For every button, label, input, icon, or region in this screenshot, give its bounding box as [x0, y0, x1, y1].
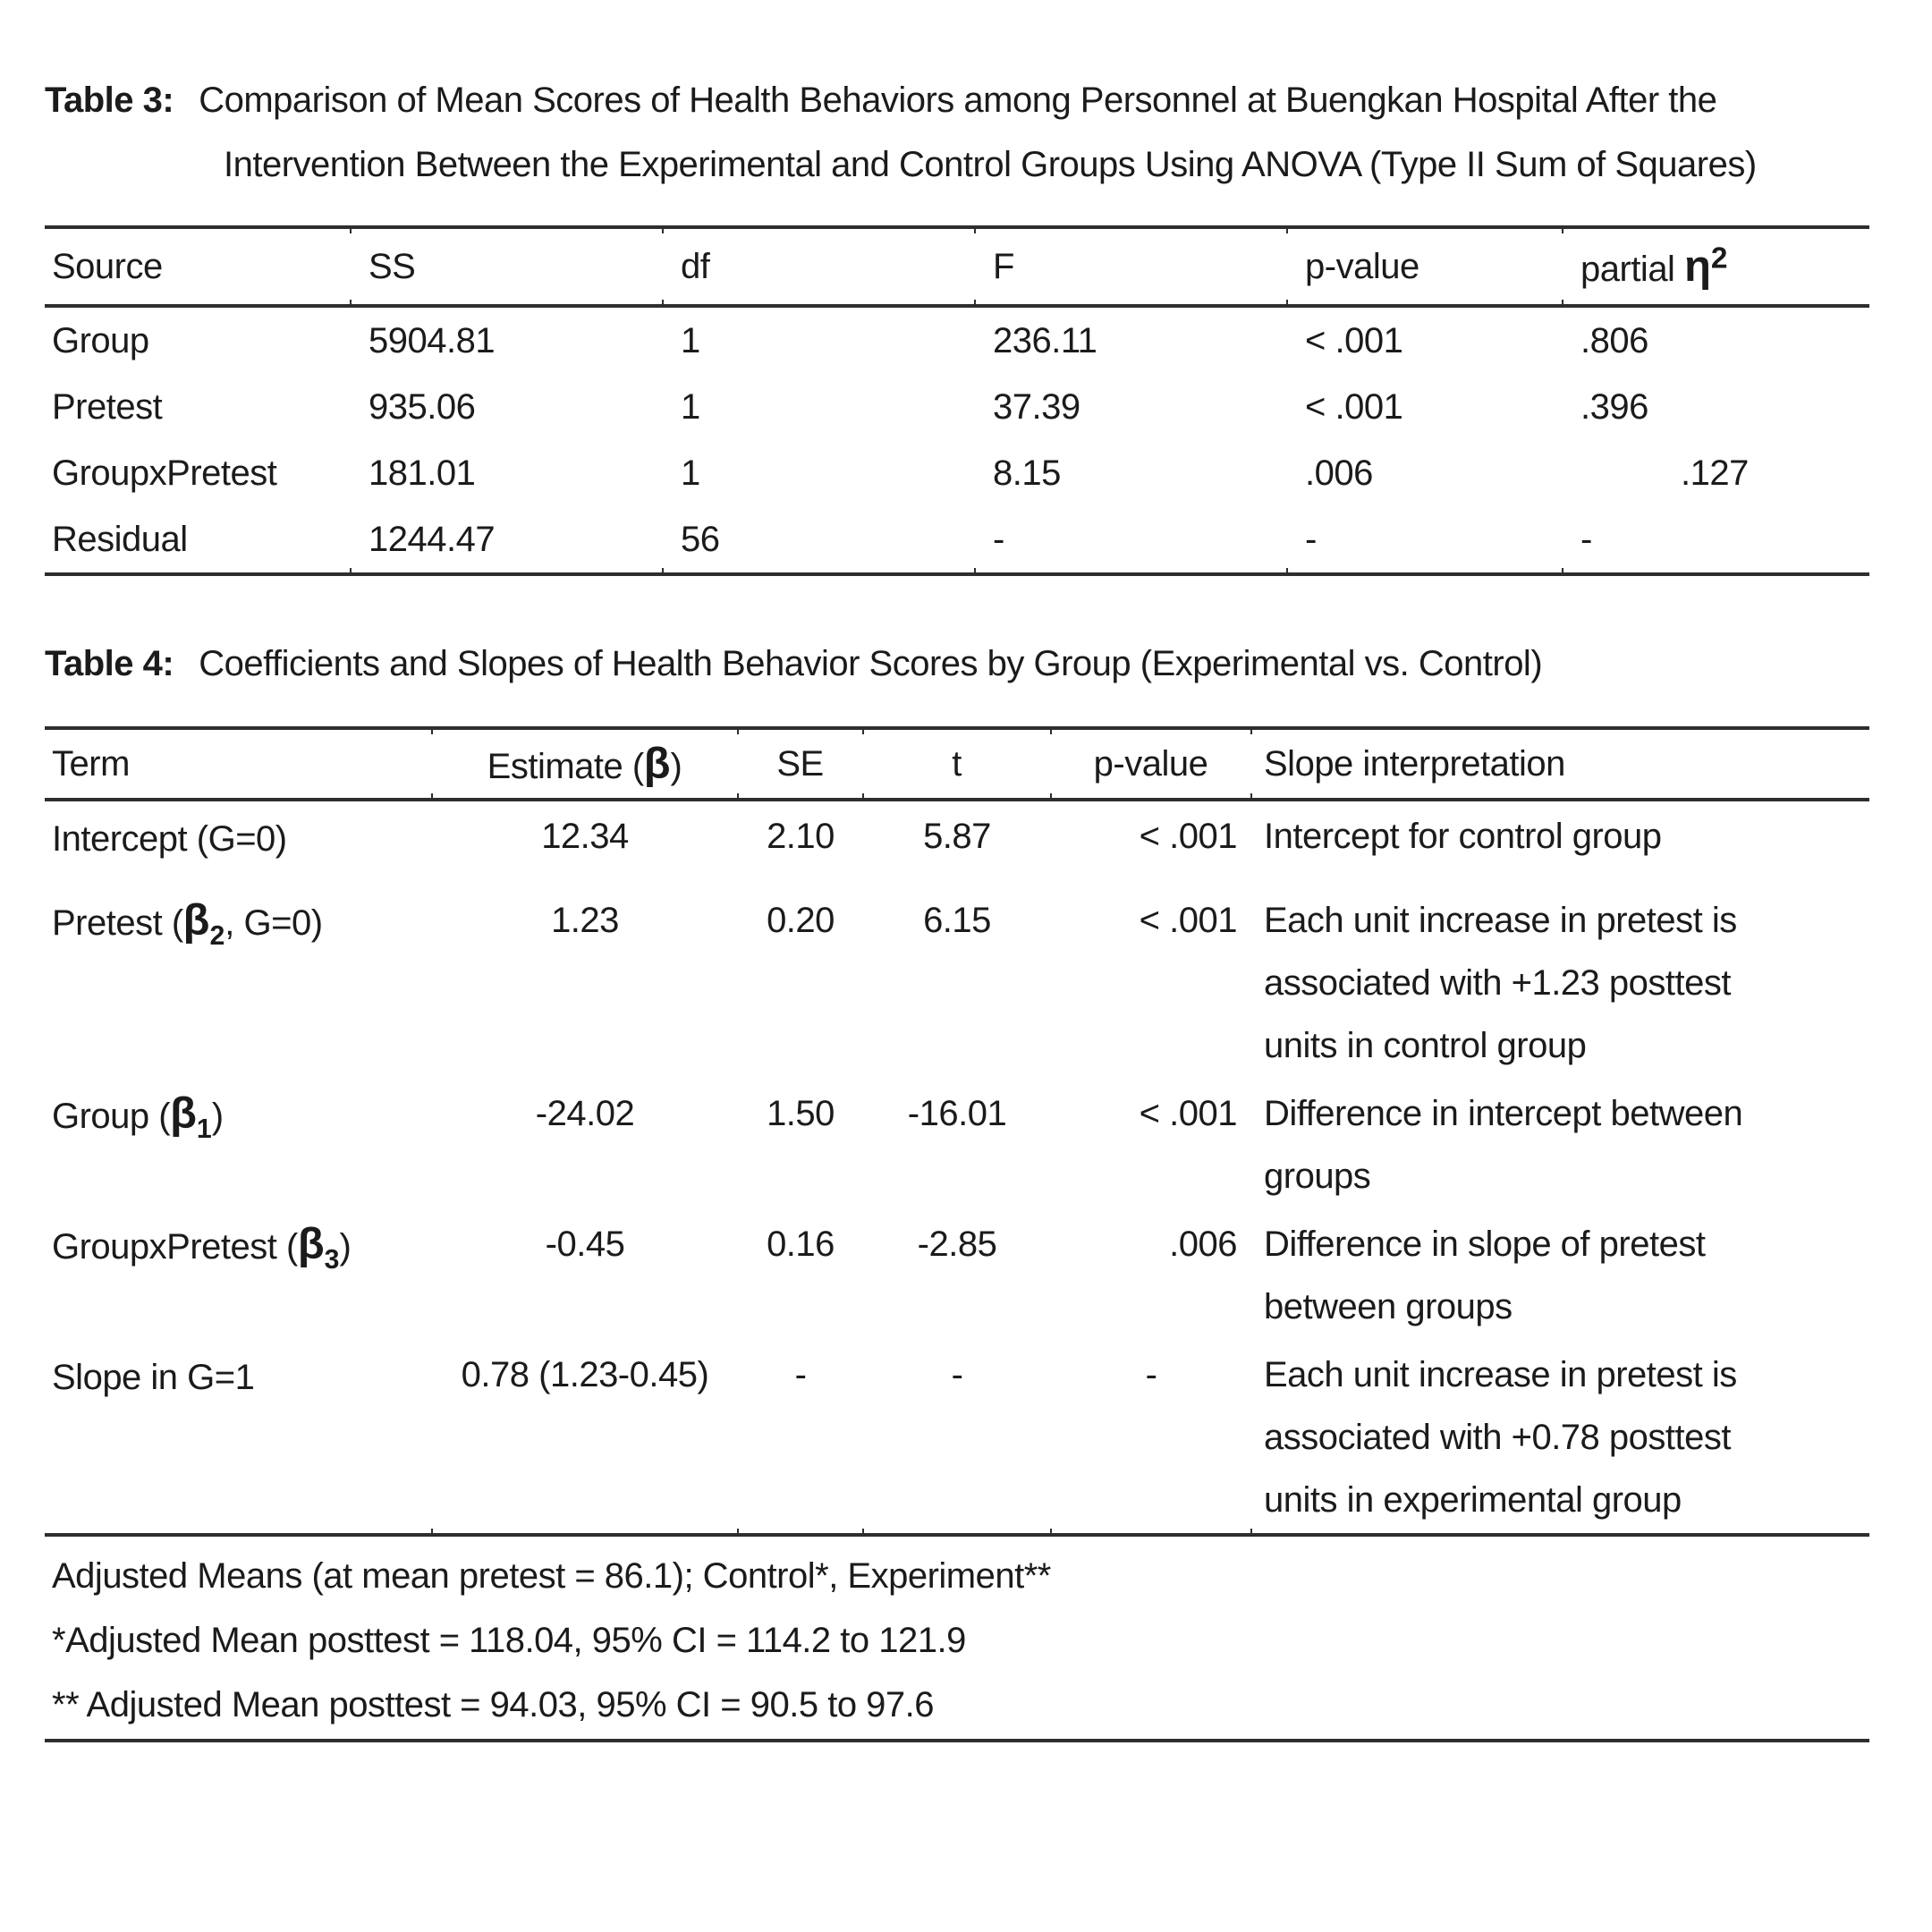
- cell-term: Pretest (β2, G=0): [52, 895, 323, 951]
- cell-pvalue: < .001: [1139, 1093, 1238, 1133]
- beta-symbol: β2: [182, 895, 225, 951]
- cell-estimate: 12.34: [541, 817, 629, 856]
- cell-pvalue: < .001: [1305, 386, 1403, 427]
- cell-partial-eta: .396: [1580, 386, 1648, 427]
- cell-pvalue: .006: [1305, 453, 1373, 493]
- cell-term: GroupxPretest (β3): [52, 1219, 352, 1275]
- cell-source: Pretest: [52, 386, 163, 427]
- footnote-experiment-mean: ** Adjusted Mean posttest = 94.03, 95% C…: [52, 1684, 935, 1724]
- cell-term: Group (β1): [52, 1089, 224, 1144]
- col-header-partial-eta: partial η2: [1562, 225, 1869, 308]
- cell-estimate: -24.02: [535, 1093, 635, 1133]
- cell-t: -2.85: [917, 1224, 997, 1264]
- col-header-pvalue: p-value: [1286, 225, 1563, 308]
- cell-se: 1.50: [767, 1093, 835, 1133]
- cell-estimate: 1.23: [551, 900, 619, 940]
- eta-superscript: 2: [1710, 242, 1728, 275]
- table-row-intercept: Intercept (G=0) 12.34 2.10 5.87 < .001 I…: [45, 800, 1869, 886]
- table4-caption: Table 4: Coefficients and Slopes of Healt…: [45, 631, 1869, 696]
- table4-caption-text: Coefficients and Slopes of Health Behavi…: [199, 644, 1543, 683]
- cell-pvalue: < .001: [1139, 817, 1238, 856]
- col-header-t: t: [862, 726, 1051, 801]
- cell-f: 37.39: [993, 386, 1080, 427]
- cell-df: 1: [681, 386, 700, 427]
- cell-interpretation: Each unit increase in pretest is associa…: [1250, 1339, 1869, 1537]
- table4-caption-label: Table 4:: [45, 644, 174, 683]
- table-row-group: Group 5904.81 1 236.11 < .001 .806: [45, 306, 1869, 374]
- table-row-pretest-beta2: Pretest (β2, G=0) 1.23 0.20 6.15 < .001 …: [45, 886, 1869, 1079]
- eta-symbol: η: [1684, 242, 1711, 291]
- cell-t: 6.15: [923, 900, 991, 940]
- col-header-estimate: Estimate (β): [431, 726, 738, 801]
- cell-se: 0.20: [767, 900, 835, 940]
- cell-partial-eta: .127: [1681, 453, 1749, 493]
- beta-symbol: β1: [170, 1089, 212, 1144]
- table-row-residual: Residual 1244.47 56 - - -: [45, 506, 1869, 576]
- cell-ss: 181.01: [369, 453, 476, 493]
- col-header-pvalue: p-value: [1050, 726, 1251, 801]
- table-row-groupxpretest: GroupxPretest 181.01 1 8.15 .006 .127: [45, 440, 1869, 506]
- table-row-pretest: Pretest 935.06 1 37.39 < .001 .396: [45, 374, 1869, 440]
- cell-term: Slope in G=1: [45, 1339, 432, 1537]
- table4-footnotes: Adjusted Means (at mean pretest = 86.1);…: [45, 1537, 1869, 1742]
- table3-caption-line1: Table 3: Comparison of Mean Scores of Hea…: [45, 68, 1869, 132]
- col-header-slope-interpretation: Slope interpretation: [1250, 726, 1869, 801]
- col-header-se: SE: [737, 726, 863, 801]
- footnote-control-mean: *Adjusted Mean posttest = 118.04, 95% CI…: [52, 1620, 966, 1660]
- cell-interpretation: Difference in intercept between groups: [1264, 1093, 1743, 1196]
- cell-interpretation: Difference in slope of pretest between g…: [1264, 1224, 1706, 1326]
- table4-coefficients: Term Estimate (β) SE t p-value Slope int…: [45, 726, 1869, 1537]
- cell-df: 1: [681, 320, 700, 360]
- table3-caption-label: Table 3:: [45, 80, 174, 120]
- cell-estimate: -0.45: [545, 1224, 625, 1264]
- table3-caption: Table 3: Comparison of Mean Scores of Hea…: [45, 68, 1869, 197]
- beta-symbol: β3: [297, 1219, 340, 1275]
- cell-pvalue: < .001: [1139, 900, 1238, 940]
- cell-term: Intercept (G=0): [52, 819, 287, 859]
- col-header-term: Term: [45, 726, 432, 801]
- cell-t: -16.01: [907, 1093, 1007, 1133]
- table3-header-row: Source SS df F p-value partial η2: [45, 225, 1869, 308]
- table4-header-row: Term Estimate (β) SE t p-value Slope int…: [45, 726, 1869, 801]
- table-row-group-beta1: Group (β1) -24.02 1.50 -16.01 < .001 Dif…: [45, 1079, 1869, 1209]
- table-row-slope-g1: Slope in G=1 0.78 (1.23-0.45) - - - Each…: [45, 1339, 1869, 1537]
- cell-ss: 5904.81: [369, 320, 496, 360]
- cell-f: -: [974, 506, 1287, 576]
- cell-source: Residual: [45, 506, 351, 576]
- cell-se: 2.10: [767, 817, 835, 856]
- col-header-f: F: [974, 225, 1287, 308]
- cell-df: 1: [681, 453, 700, 493]
- cell-t: -: [862, 1339, 1051, 1537]
- col-header-df: df: [662, 225, 975, 308]
- cell-interpretation: Each unit increase in pretest is associa…: [1264, 900, 1737, 1065]
- cell-partial-eta: -: [1562, 506, 1869, 576]
- cell-pvalue: < .001: [1305, 320, 1403, 360]
- cell-partial-eta: .806: [1580, 320, 1648, 360]
- cell-ss: 1244.47: [350, 506, 663, 576]
- table3-caption-text: Comparison of Mean Scores of Health Beha…: [199, 80, 1717, 120]
- cell-ss: 935.06: [369, 386, 476, 427]
- footnote-adjusted-means: Adjusted Means (at mean pretest = 86.1);…: [52, 1555, 1051, 1596]
- cell-interpretation: Intercept for control group: [1264, 817, 1662, 856]
- cell-source: Group: [52, 320, 149, 360]
- cell-pvalue: -: [1050, 1339, 1251, 1537]
- table3-caption-line2: Intervention Between the Experimental an…: [224, 145, 1757, 184]
- cell-f: 236.11: [993, 320, 1097, 360]
- cell-pvalue: -: [1286, 506, 1563, 576]
- col-header-source: Source: [45, 225, 351, 308]
- cell-source: GroupxPretest: [52, 453, 277, 493]
- document-page: Table 3: Comparison of Mean Scores of Hea…: [45, 68, 1869, 1742]
- cell-estimate: 0.78 (1.23-0.45): [431, 1339, 738, 1537]
- table3-anova: Source SS df F p-value partial η2 Group …: [45, 225, 1869, 576]
- cell-se: 0.16: [767, 1224, 835, 1264]
- cell-df: 56: [662, 506, 975, 576]
- col-header-ss: SS: [350, 225, 663, 308]
- beta-symbol: β: [643, 740, 671, 788]
- table-row-groupxpretest-beta3: GroupxPretest (β3) -0.45 0.16 -2.85 .006…: [45, 1209, 1869, 1340]
- cell-pvalue: .006: [1169, 1224, 1237, 1264]
- cell-t: 5.87: [923, 817, 991, 856]
- cell-f: 8.15: [993, 453, 1061, 493]
- cell-se: -: [737, 1339, 863, 1537]
